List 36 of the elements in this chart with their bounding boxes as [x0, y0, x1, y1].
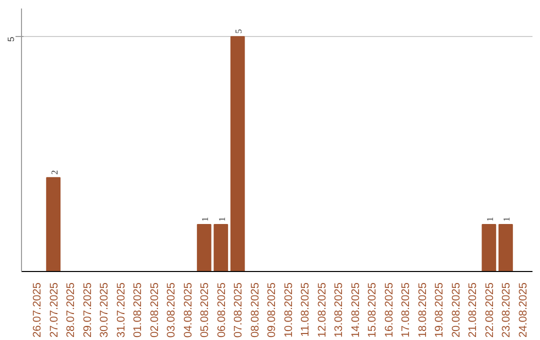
- x-tick-label: 05.08.2025: [199, 282, 212, 338]
- data-label: 2: [49, 170, 60, 175]
- x-tick-label: 10.08.2025: [282, 282, 295, 338]
- x-tick-label: 15.08.2025: [366, 282, 379, 338]
- data-label: 1: [502, 217, 512, 222]
- x-tick-label: 31.07.2025: [115, 282, 128, 338]
- x-tick-label: 13.08.2025: [333, 282, 346, 338]
- x-tick-label: 29.07.2025: [82, 282, 94, 338]
- data-label: 5: [234, 28, 244, 34]
- data-label: 1: [200, 217, 210, 222]
- x-tick-label: 03.08.2025: [166, 282, 178, 338]
- x-tick-label: 23.08.2025: [500, 282, 513, 338]
- data-label: 1: [484, 217, 495, 222]
- x-tick-label: 27.07.2025: [48, 282, 60, 338]
- x-tick-label: 26.07.2025: [32, 282, 44, 338]
- x-tick-label: 14.08.2025: [350, 282, 362, 338]
- x-tick-label: 16.08.2025: [383, 282, 396, 338]
- x-tick-label: 09.08.2025: [266, 282, 278, 338]
- x-tick-label: 07.08.2025: [232, 282, 245, 338]
- x-tick-label: 12.08.2025: [316, 282, 328, 338]
- x-tick-label: 04.08.2025: [182, 282, 194, 338]
- x-tick-label: 11.08.2025: [300, 282, 312, 337]
- x-tick-label: 22.08.2025: [484, 282, 496, 338]
- x-tick-label: 19.08.2025: [434, 282, 446, 338]
- x-tick-label: 20.08.2025: [450, 282, 462, 338]
- data-label: 1: [216, 217, 227, 222]
- x-tick-label: 21.08.2025: [467, 282, 480, 338]
- x-tick-label: 08.08.2025: [249, 282, 262, 338]
- x-tick-label: 06.08.2025: [216, 282, 228, 338]
- x-tick-label: 01.08.2025: [132, 282, 144, 338]
- x-tick-label: 24.08.2025: [517, 282, 530, 338]
- x-tick-label: 28.07.2025: [65, 282, 78, 338]
- x-tick-label: 02.08.2025: [148, 282, 161, 338]
- x-tick-label: 30.07.2025: [98, 282, 111, 338]
- x-tick-label: 17.08.2025: [400, 282, 412, 338]
- x-tick-label: 18.08.2025: [416, 282, 429, 338]
